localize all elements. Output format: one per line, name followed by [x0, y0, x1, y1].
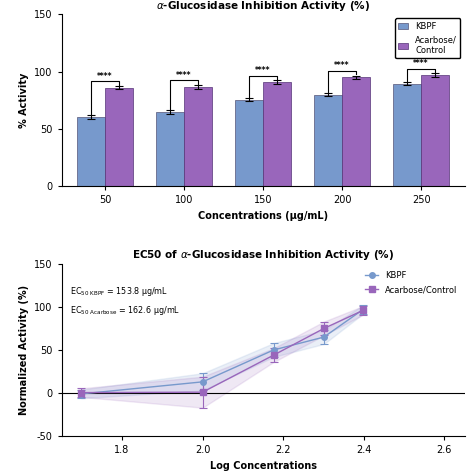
Bar	[421, 75, 449, 186]
Text: ****: ****	[255, 66, 271, 75]
Text: ****: ****	[97, 72, 113, 81]
Text: $\mathrm{EC_{50\ KBPF}}$ = 153.8 μg/mL
$\mathrm{EC_{50\ Acarbose}}$ = 162.6 μg/m: $\mathrm{EC_{50\ KBPF}}$ = 153.8 μg/mL $…	[70, 285, 180, 317]
Bar	[263, 82, 291, 186]
Bar	[184, 87, 212, 186]
Title: $\alpha$-Glucosidase Inhibition Activity (%): $\alpha$-Glucosidase Inhibition Activity…	[156, 0, 370, 13]
Title: EC50 of $\alpha$-Glucosidase Inhibition Activity (%): EC50 of $\alpha$-Glucosidase Inhibition …	[132, 248, 394, 262]
Y-axis label: % Activity: % Activity	[18, 73, 28, 128]
Bar	[77, 117, 105, 186]
Bar	[342, 77, 370, 186]
X-axis label: Log Concentrations: Log Concentrations	[210, 461, 317, 471]
Text: ****: ****	[334, 62, 350, 71]
Y-axis label: Normalized Activity (%): Normalized Activity (%)	[18, 285, 28, 415]
X-axis label: Concentrations (μg/mL): Concentrations (μg/mL)	[198, 211, 328, 221]
Bar	[236, 100, 263, 186]
Legend: KBPF, Acarbose/
Control: KBPF, Acarbose/ Control	[395, 18, 460, 58]
Text: ****: ****	[413, 59, 429, 68]
Legend: KBPF, Acarbose/Control: KBPF, Acarbose/Control	[362, 268, 460, 298]
Bar	[156, 112, 184, 186]
Bar	[105, 88, 133, 186]
Text: ****: ****	[176, 71, 192, 80]
Bar	[314, 95, 342, 186]
Bar	[393, 84, 421, 186]
